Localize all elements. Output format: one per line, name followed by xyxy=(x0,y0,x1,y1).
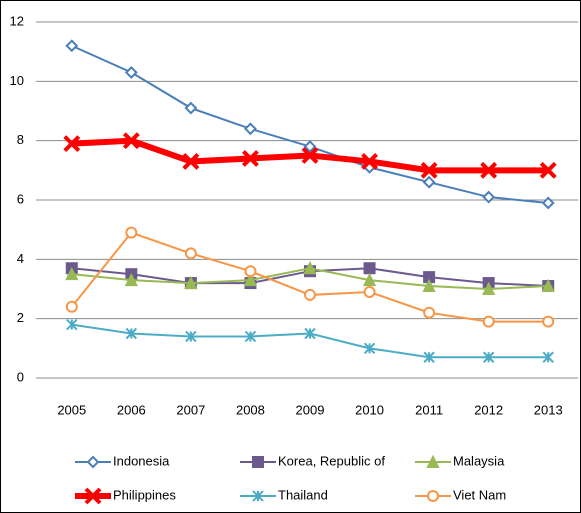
legend-marker xyxy=(252,456,264,468)
legend-marker xyxy=(252,490,264,502)
y-tick-label: 4 xyxy=(17,251,24,266)
marker xyxy=(66,318,78,331)
marker xyxy=(65,300,78,313)
x-tick-label: 2008 xyxy=(236,402,265,417)
x-tick-label: 2009 xyxy=(296,402,325,417)
marker xyxy=(242,150,259,167)
marker xyxy=(184,247,197,260)
x-tick-label: 2007 xyxy=(176,402,205,417)
y-tick-label: 6 xyxy=(17,191,24,206)
y-tick-label: 12 xyxy=(10,13,24,28)
marker xyxy=(244,122,257,136)
marker xyxy=(243,272,258,287)
legend-label: Indonesia xyxy=(113,453,170,468)
marker xyxy=(480,161,498,179)
legend-marker xyxy=(86,455,100,469)
x-tick-label: 2005 xyxy=(57,402,86,417)
legend-marker xyxy=(426,454,440,468)
marker xyxy=(422,278,436,293)
marker xyxy=(363,285,376,298)
marker xyxy=(303,260,317,275)
marker xyxy=(363,262,376,275)
marker xyxy=(541,278,555,293)
marker xyxy=(423,306,436,319)
marker xyxy=(303,140,317,154)
marker xyxy=(422,175,436,189)
marker xyxy=(539,161,557,179)
marker xyxy=(124,66,138,79)
marker xyxy=(542,351,554,363)
marker xyxy=(420,161,438,179)
legend-label: Viet Nam xyxy=(453,487,506,502)
marker xyxy=(301,147,319,164)
legend-label: Korea, Republic of xyxy=(278,453,385,468)
marker xyxy=(482,281,496,295)
x-tick-label: 2012 xyxy=(474,402,503,417)
marker xyxy=(182,153,200,170)
marker xyxy=(184,275,198,290)
y-tick-label: 2 xyxy=(17,310,24,325)
marker xyxy=(65,39,79,53)
marker xyxy=(184,101,198,115)
marker xyxy=(482,351,495,363)
marker xyxy=(541,196,555,210)
x-tick-label: 2011 xyxy=(415,402,443,417)
marker xyxy=(482,315,495,328)
legend-label: Thailand xyxy=(278,487,328,502)
y-tick-label: 10 xyxy=(10,73,24,88)
marker xyxy=(63,135,81,153)
marker xyxy=(244,330,257,343)
marker xyxy=(304,327,316,340)
legend-marker xyxy=(427,490,439,502)
marker xyxy=(542,315,555,328)
marker xyxy=(124,272,138,287)
x-tick-label: 2013 xyxy=(534,402,563,417)
marker xyxy=(122,132,140,150)
marker xyxy=(482,190,496,204)
x-tick-label: 2010 xyxy=(355,402,384,417)
legend-marker xyxy=(84,487,102,505)
legend-label: Malaysia xyxy=(453,453,505,468)
marker xyxy=(363,342,376,355)
legend-label: Philippines xyxy=(113,487,176,502)
y-tick-label: 0 xyxy=(17,369,24,384)
y-tick-label: 8 xyxy=(17,132,24,147)
marker xyxy=(65,266,79,281)
marker xyxy=(362,272,377,287)
marker xyxy=(304,288,316,301)
marker xyxy=(423,351,435,363)
x-tick-label: 2006 xyxy=(117,402,146,417)
marker xyxy=(125,327,138,340)
marker xyxy=(125,226,138,239)
marker xyxy=(244,265,257,278)
marker xyxy=(185,330,197,343)
marker xyxy=(361,153,378,170)
